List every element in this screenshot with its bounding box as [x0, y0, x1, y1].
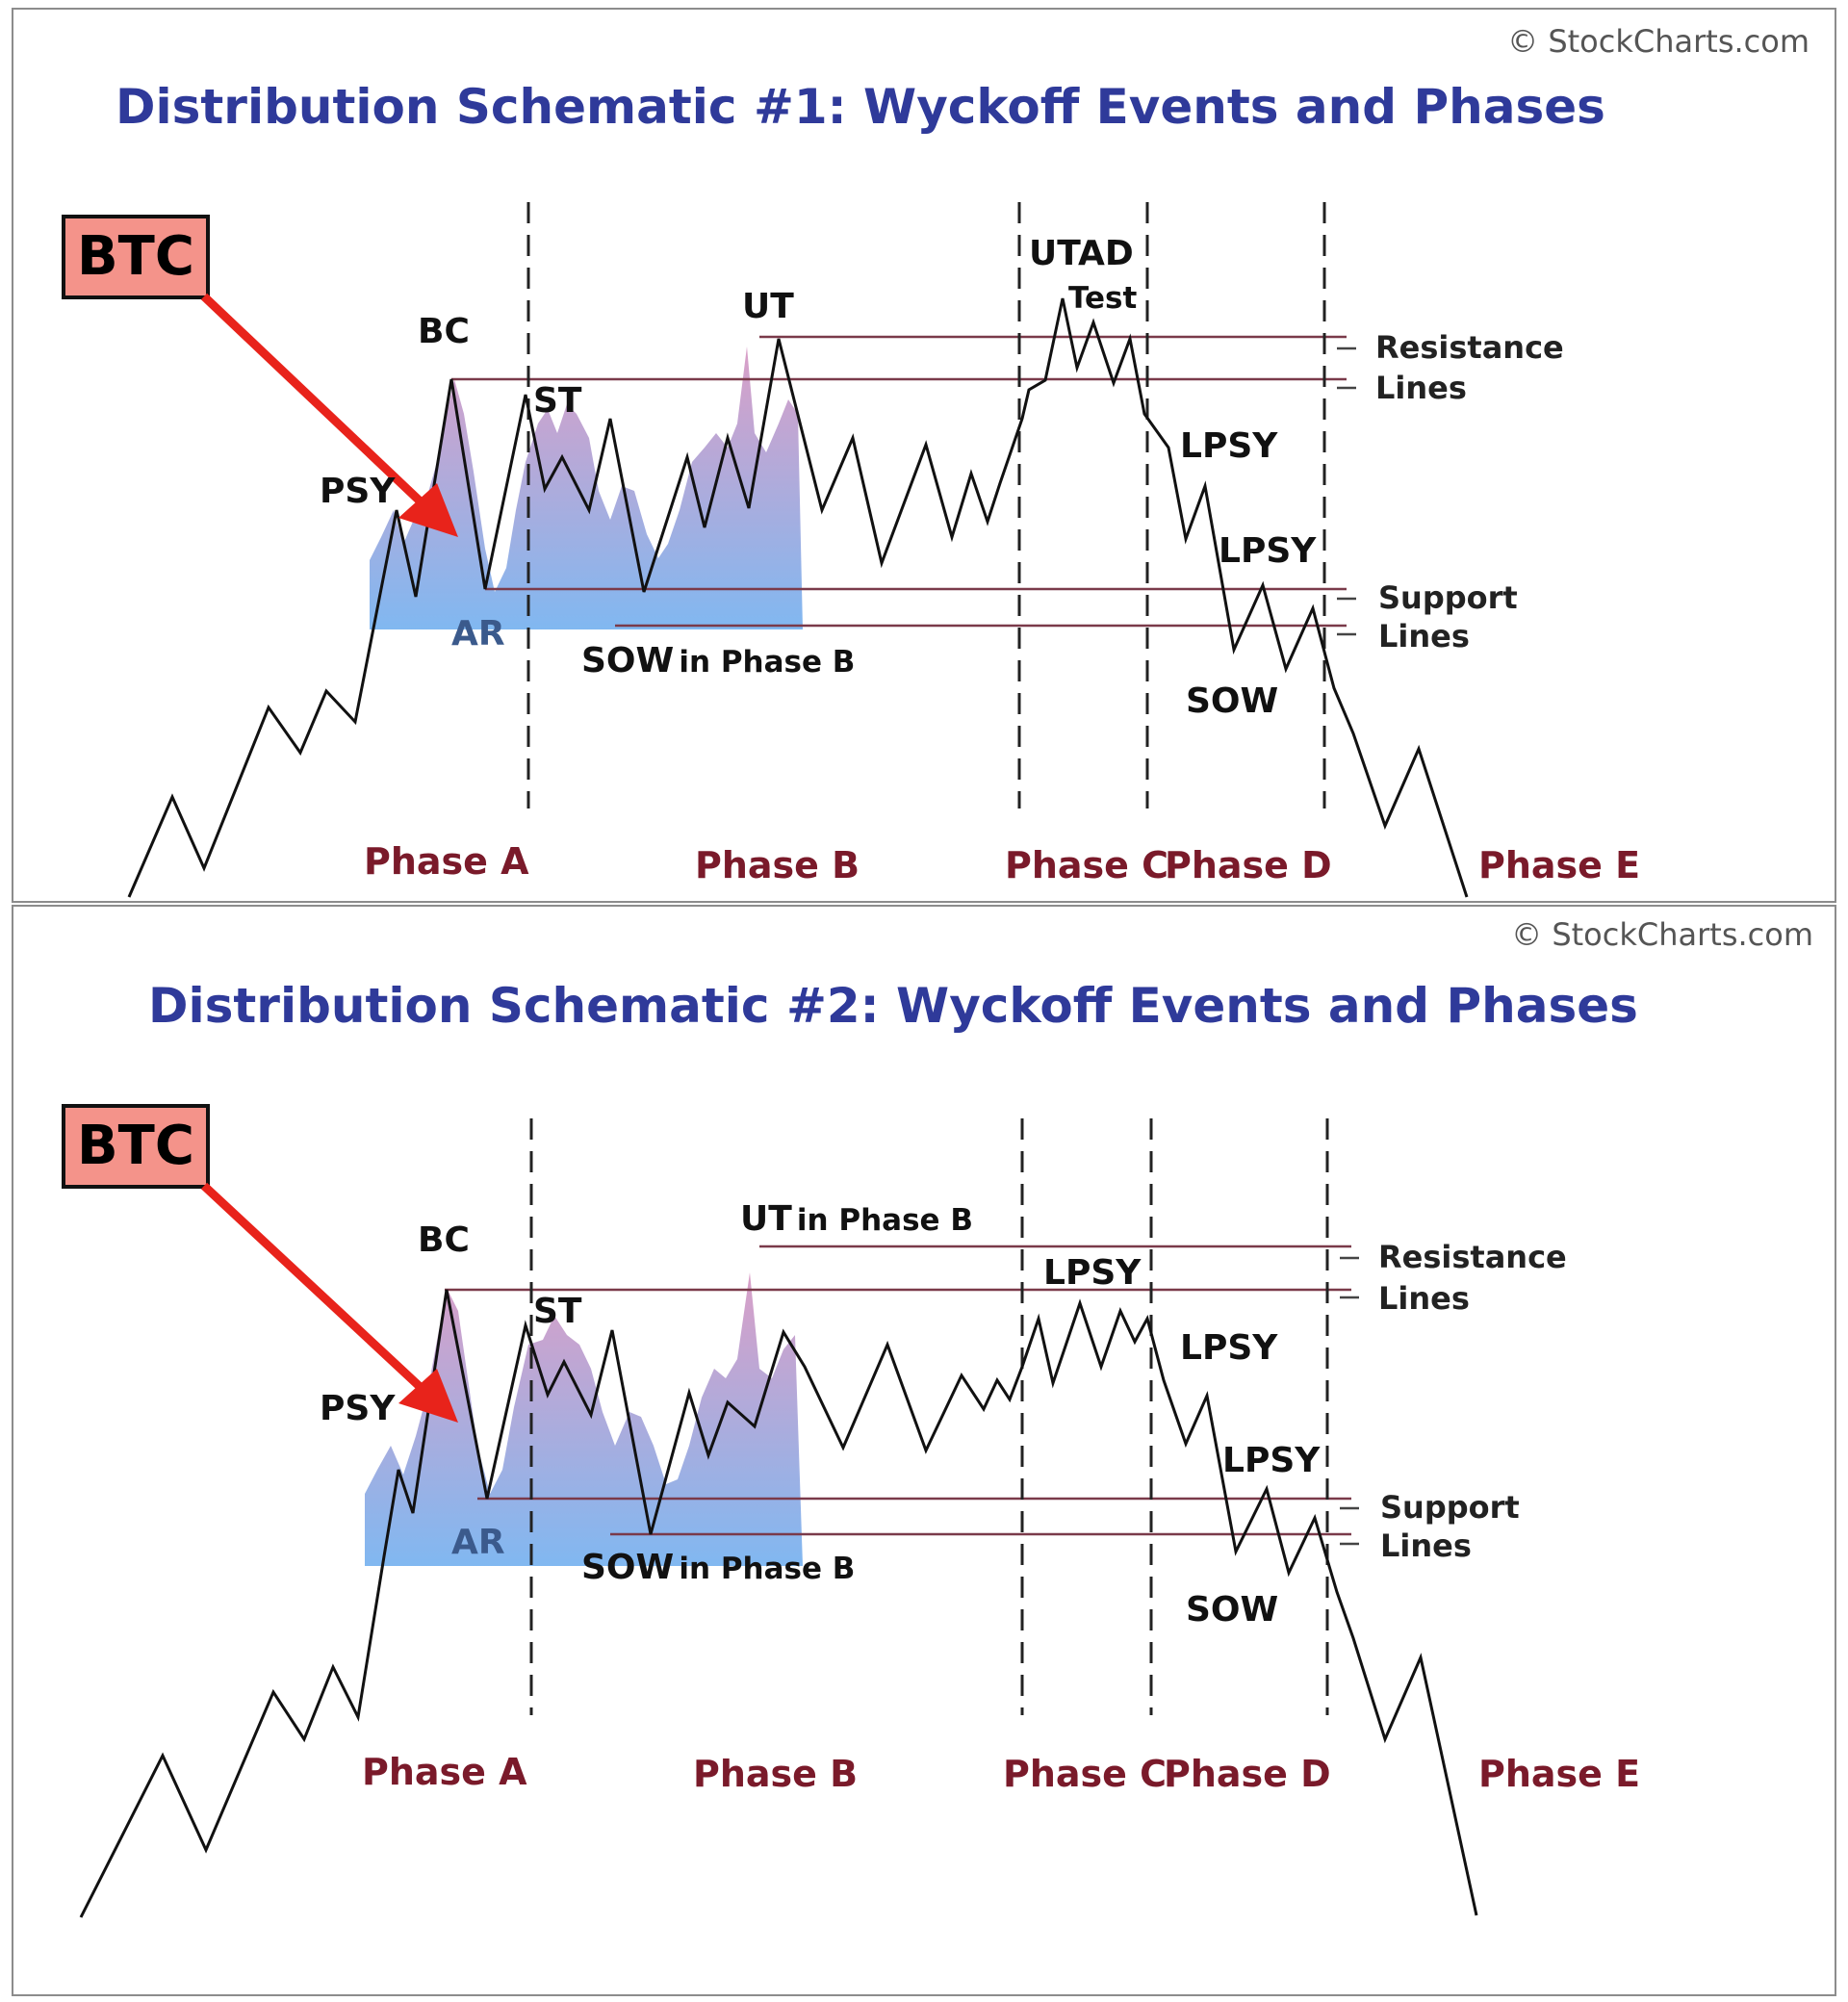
event-psy: PSY: [320, 1389, 396, 1428]
event-lpsy-1: LPSY: [1180, 1328, 1278, 1368]
btc-price-overlay: [370, 346, 803, 629]
btc-arrow-head: [398, 483, 458, 537]
schematic-title: Distribution Schematic #1: Wyckoff Event…: [116, 79, 1605, 135]
btc-arrow-head: [398, 1369, 458, 1423]
event-sow: SOW: [1186, 1590, 1278, 1630]
resistance-lines: [445, 1245, 1351, 1292]
phase-e-label: Phase E: [1478, 844, 1640, 886]
event-st: ST: [533, 381, 582, 421]
event-lpsy-1: LPSY: [1180, 426, 1278, 466]
svg-text:Support: Support: [1378, 579, 1518, 616]
phase-d-label: Phase D: [1164, 1753, 1331, 1795]
event-lpsy-2: LPSY: [1219, 531, 1317, 571]
event-sow: SOW: [1186, 681, 1278, 721]
support-lines: [477, 1497, 1351, 1536]
event-lpsy-2: LPSY: [1222, 1441, 1321, 1480]
support-label: Support Lines: [1337, 579, 1518, 654]
btc-badge: [62, 215, 210, 299]
event-bc: BC: [418, 312, 470, 351]
price-path: [79, 1289, 1478, 1918]
support-lines: [485, 587, 1347, 628]
schematic-panel-2: © StockCharts.com Distribution Schematic…: [12, 905, 1836, 1996]
event-ut: UT: [742, 287, 794, 326]
btc-arrow-shaft: [200, 1182, 431, 1398]
svg-text:Resistance: Resistance: [1378, 1239, 1567, 1275]
svg-text:Lines: Lines: [1378, 1280, 1470, 1317]
event-ar: AR: [451, 614, 505, 654]
btc-label: BTC: [77, 1115, 194, 1177]
event-lpsy-phase-c: LPSY: [1043, 1253, 1142, 1293]
event-bc: BC: [418, 1220, 470, 1260]
event-utad: UTAD: [1029, 234, 1134, 273]
svg-text:Lines: Lines: [1375, 370, 1467, 406]
event-test: Test: [1068, 281, 1138, 316]
event-psy: PSY: [320, 472, 396, 511]
btc-label: BTC: [77, 225, 194, 288]
resistance-label: Resistance Lines: [1337, 329, 1564, 406]
schematic-1-svg: © StockCharts.com Distribution Schematic…: [62, 23, 1810, 898]
phase-b-label: Phase B: [693, 1753, 858, 1795]
event-ar: AR: [451, 1523, 505, 1562]
svg-text:Support: Support: [1380, 1489, 1520, 1526]
credit-label: © StockCharts.com: [1507, 23, 1810, 60]
schematic-2-svg: © StockCharts.com Distribution Schematic…: [62, 916, 1813, 1918]
svg-text:Lines: Lines: [1380, 1527, 1472, 1564]
event-sow-phase-b: SOW in Phase B: [581, 1548, 855, 1587]
phase-c-label: Phase C: [1003, 1753, 1167, 1795]
phase-a-label: Phase A: [364, 840, 529, 883]
event-sow-phase-b: SOW in Phase B: [581, 641, 855, 680]
schematic-title: Distribution Schematic #2: Wyckoff Event…: [148, 978, 1638, 1034]
svg-text:Lines: Lines: [1378, 618, 1470, 654]
phase-d-label: Phase D: [1165, 844, 1332, 886]
svg-text:Resistance: Resistance: [1375, 329, 1564, 366]
btc-annotation: BTC: [62, 1104, 458, 1423]
btc-badge: [62, 1104, 210, 1189]
btc-arrow-shaft: [200, 293, 431, 512]
btc-annotation: BTC: [62, 215, 458, 537]
credit-label: © StockCharts.com: [1511, 916, 1813, 953]
phase-separators: [529, 1118, 1329, 1715]
phase-b-label: Phase B: [695, 844, 860, 886]
schematic-panel-1: © StockCharts.com Distribution Schematic…: [12, 8, 1836, 903]
resistance-label: Resistance Lines: [1340, 1239, 1567, 1317]
event-st: ST: [533, 1292, 582, 1331]
support-label: Support Lines: [1340, 1489, 1520, 1564]
event-ut: UT in Phase B: [740, 1199, 973, 1239]
resistance-lines: [451, 335, 1347, 381]
phase-c-label: Phase C: [1005, 844, 1168, 886]
btc-price-overlay: [365, 1272, 803, 1566]
phase-separators: [526, 202, 1326, 808]
phase-e-label: Phase E: [1478, 1753, 1640, 1795]
phase-a-label: Phase A: [362, 1751, 527, 1793]
